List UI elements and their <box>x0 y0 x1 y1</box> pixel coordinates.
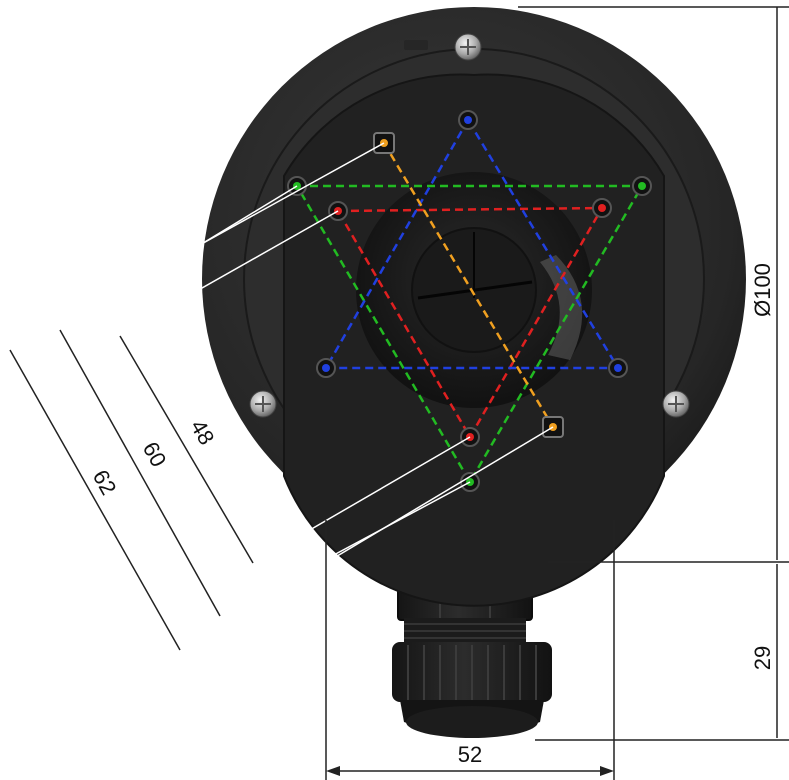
screw-left <box>249 390 277 418</box>
middle-holes-label: 60 <box>138 438 172 472</box>
leader-lines <box>9 142 554 651</box>
gland-width-label: 52 <box>458 742 482 767</box>
diameter-label: Ø100 <box>750 263 775 317</box>
gland-height-label: 29 <box>750 646 775 670</box>
screw-top <box>454 33 482 61</box>
screw-right <box>662 390 690 418</box>
dimension-line-62 <box>9 349 181 651</box>
red-triangle <box>335 206 605 440</box>
mounting-holes <box>287 110 652 492</box>
diagonal-dimensions <box>9 329 254 651</box>
dimension-line-60 <box>59 329 221 617</box>
blue-hole-pattern <box>323 117 621 370</box>
bottom-dimension <box>325 520 615 780</box>
inner-holes-label: 48 <box>186 415 220 449</box>
red-hole-pattern <box>335 206 605 440</box>
cable-gland <box>386 548 552 738</box>
orange-diagonal <box>382 142 555 428</box>
dimension-line-48 <box>119 335 254 564</box>
cable-entry <box>356 172 592 408</box>
orange-hole-pattern <box>382 142 555 428</box>
right-dimensions <box>518 6 789 741</box>
outer-holes-label: 62 <box>88 466 122 500</box>
blue-triangle-up <box>323 117 621 370</box>
green-triangle <box>294 184 645 485</box>
green-hole-pattern <box>294 184 645 485</box>
